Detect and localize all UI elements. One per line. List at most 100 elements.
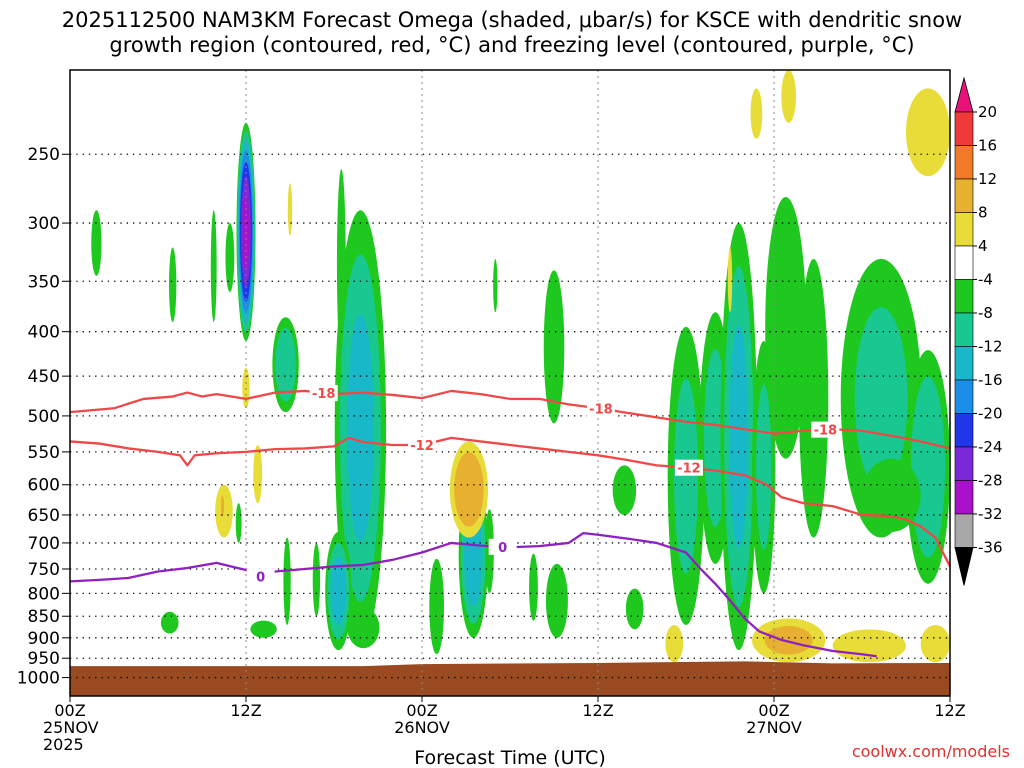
y-tick-label: 850: [28, 607, 60, 627]
omega-shade: [250, 620, 277, 638]
colorbar-label: -8: [978, 304, 993, 322]
x-tick-label: 00Z: [758, 701, 789, 720]
omega-feature: [325, 531, 352, 651]
contour-label-bg: [408, 436, 436, 453]
contour-label: -18: [589, 403, 613, 418]
omega-feature: [429, 558, 444, 655]
omega-shade: [346, 314, 374, 542]
omega-feature: [920, 625, 950, 663]
omega-shade: [242, 195, 250, 269]
omega-shade: [253, 444, 263, 504]
colorbar-swatch: [954, 346, 974, 381]
source-credit: coolwx.com/models: [851, 742, 1010, 761]
colorbar-swatch: [954, 279, 974, 314]
omega-shade: [798, 259, 829, 538]
grid: [70, 70, 950, 696]
chart-title-line-2: growth region (contoured, red, °C) and f…: [109, 33, 915, 57]
omega-shade: [906, 88, 950, 177]
omega-shade: [529, 553, 538, 621]
contour-label-bg: [246, 568, 275, 585]
omega-shade: [220, 495, 225, 517]
omega-shade: [283, 537, 291, 626]
y-tick-label: 600: [28, 476, 60, 496]
omega-shade: [545, 563, 568, 638]
colorbar-swatch: [954, 212, 974, 247]
omega-feature: [287, 183, 293, 236]
y-tick-label: 650: [28, 506, 60, 526]
contour-label-bg: [488, 538, 517, 555]
contour-label-bg: [586, 400, 615, 417]
contour-label: -12: [677, 462, 701, 477]
omega-shade: [727, 247, 733, 313]
y-tick-label: 250: [28, 145, 60, 165]
omega-feature: [765, 197, 807, 459]
omega-feature: [752, 618, 826, 663]
omega-shade: [920, 625, 950, 663]
omega-feature: [236, 122, 256, 341]
temperature-contours: -18 -18 -18 -12 -12 0 0: [70, 385, 950, 658]
omega-shade: [756, 384, 772, 550]
colorbar-swatch: [954, 145, 974, 180]
colorbar-label: -20: [978, 405, 1003, 423]
x-axis-label: Forecast Time (UTC): [414, 747, 605, 768]
omega-feature: [312, 542, 321, 617]
omega-feature: [250, 620, 277, 638]
contour-line: [70, 436, 950, 567]
omega-shade: [765, 197, 807, 459]
x-tick-label: 12Z: [934, 701, 965, 720]
contour-label-bg: [674, 459, 703, 476]
omega-shade: [347, 607, 380, 649]
omega-feature: [242, 367, 250, 409]
y-tick-label: 800: [28, 584, 60, 604]
colorbar-label: -4: [978, 271, 993, 289]
omega-shade: [429, 558, 444, 655]
x-tick-label: 00Z: [54, 701, 85, 720]
y-tick-label: 750: [28, 560, 60, 580]
omega-shade: [225, 223, 235, 292]
y-tick-label: 1000: [17, 669, 60, 689]
colorbar-label: 8: [978, 204, 988, 222]
colorbar-label: -32: [978, 505, 1003, 523]
omega-feature: [720, 223, 758, 651]
colorbar-label: -36: [978, 539, 1003, 557]
colorbar-top-arrow: [954, 76, 974, 113]
contour-label: 0: [256, 570, 265, 585]
y-tick-label: 400: [28, 323, 60, 343]
omega-feature: [727, 247, 733, 313]
ground-layer: [70, 661, 950, 696]
colorbar-swatch: [954, 111, 974, 146]
y-tick-label: 700: [28, 534, 60, 554]
omega-feature: [543, 270, 565, 424]
omega-shade: [275, 327, 296, 402]
y-tick-label: 500: [28, 407, 60, 427]
contour-label: 0: [498, 541, 507, 556]
omega-feature: [347, 607, 380, 649]
y-tick-label: 450: [28, 367, 60, 387]
x-tick-label: 00Z: [406, 701, 437, 720]
omega-shade: [454, 452, 484, 527]
omega-feature: [235, 503, 242, 543]
plot-area: -18 -18 -18 -12 -12 0 0: [69, 69, 951, 697]
omega-shade: [750, 88, 763, 139]
x-tick-label: 12Z: [230, 701, 261, 720]
plot-frame: [69, 69, 951, 697]
omega-shade: [287, 183, 293, 236]
colorbar-swatch: [954, 513, 974, 548]
x-tick-label: 12Z: [582, 701, 613, 720]
omega-feature: [906, 88, 950, 177]
omega-shade: [160, 611, 179, 634]
omega-shade: [729, 325, 749, 549]
colorbar-label: 4: [978, 237, 988, 255]
omega-feature: [750, 88, 763, 139]
colorbar-legend: 20 16 12 8 4 -4 -8 -12 -16 -20 -24 -28 -32 -36: [954, 76, 1003, 586]
colorbar-swatch: [954, 379, 974, 414]
omega-shade: [543, 270, 565, 424]
colorbar-label: 20: [978, 103, 997, 121]
colorbar-label: 12: [978, 170, 997, 188]
omega-feature: [781, 70, 797, 123]
omega-shade: [91, 210, 102, 276]
colorbar-swatch: [954, 480, 974, 515]
y-tick-label: 350: [28, 272, 60, 292]
omega-feature: [272, 317, 299, 413]
